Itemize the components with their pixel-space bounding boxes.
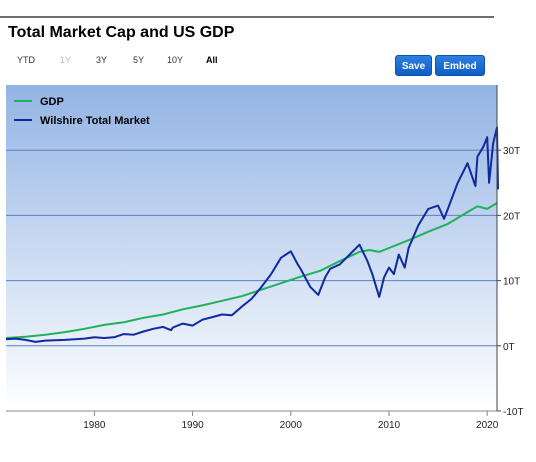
legend: GDP Wilshire Total Market: [14, 96, 150, 127]
y-tick-label: 10T: [503, 277, 520, 288]
x-tick-label: 2010: [378, 420, 401, 431]
y-tick-label: -10T: [503, 407, 524, 418]
x-tick-label: 1990: [181, 420, 204, 431]
market-series-line: [5, 126, 499, 343]
gdp-series-line: [5, 202, 498, 339]
chart-title: Total Market Cap and US GDP: [8, 24, 235, 41]
legend-market-label: Wilshire Total Market: [40, 115, 150, 127]
embed-button[interactable]: Embed: [435, 55, 485, 76]
series-layer: [5, 126, 499, 343]
y-tick-label: 20T: [503, 211, 520, 222]
range-1y-button: 1Y: [60, 55, 72, 65]
plot-area: [6, 85, 497, 411]
y-axis: -10T 0T 10T 20T 30T: [496, 85, 524, 418]
line-chart: 1980 1990 2000 2010 2020 -10T 0T 10T 20T 30T GDP…: [5, 85, 524, 431]
range-3y-button[interactable]: 3Y: [96, 55, 108, 65]
y-tick-label: 30T: [503, 146, 520, 157]
range-10y-button[interactable]: 10Y: [167, 55, 184, 65]
x-tick-label: 2000: [280, 420, 303, 431]
range-ytd-button[interactable]: YTD: [17, 55, 35, 65]
legend-gdp-label: GDP: [40, 96, 64, 108]
top-rule: [0, 16, 494, 18]
x-tick-label: 1980: [83, 420, 106, 431]
x-tick-label: 2020: [476, 420, 499, 431]
save-button[interactable]: Save: [395, 55, 432, 76]
y-tick-label: 0T: [503, 342, 515, 353]
x-axis: 1980 1990 2000 2010 2020: [6, 410, 499, 431]
range-all-button[interactable]: All: [206, 55, 218, 65]
range-5y-button[interactable]: 5Y: [133, 55, 145, 65]
